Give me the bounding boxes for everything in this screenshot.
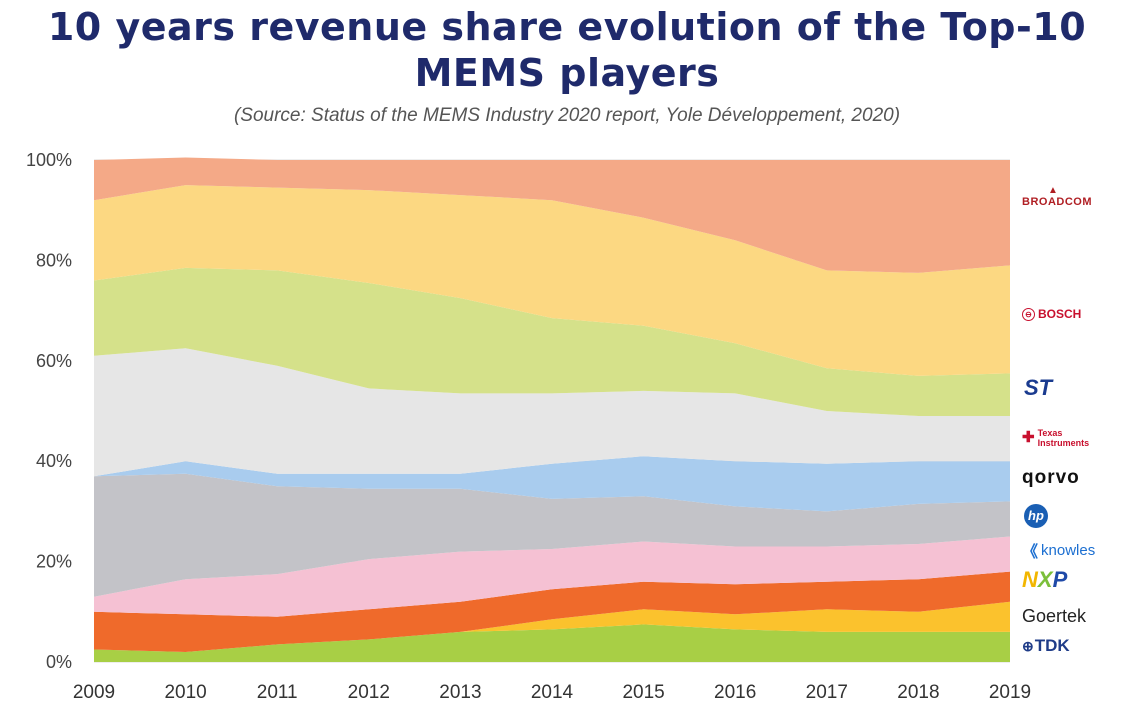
- area-texas-instruments: [94, 348, 1010, 477]
- legend-texas-instruments: ✚ Texas Instruments: [1022, 424, 1130, 452]
- x-tick-label: 2016: [714, 682, 756, 703]
- legend-bosch: ⊖ BOSCH: [1022, 300, 1130, 328]
- x-tick-label: 2018: [897, 682, 939, 703]
- legend-bosch-label: BOSCH: [1038, 307, 1082, 321]
- x-tick-label: 2019: [989, 682, 1031, 703]
- x-axis: 2009 2010 2011 2012 2013 2014 2015 2016 2017 2018…: [73, 682, 1031, 703]
- bosch-logo-icon: ⊖: [1022, 307, 1035, 321]
- area-qorvo: [94, 456, 1010, 512]
- legend-ti-label: Texas Instruments: [1037, 428, 1090, 448]
- area-knowles: [94, 536, 1010, 617]
- knowles-logo-icon: 《: [1022, 544, 1039, 561]
- legend-qorvo: qorvo: [1022, 464, 1130, 492]
- legend-knowles-label: knowles: [1041, 541, 1096, 559]
- area-broadcom: [94, 157, 1010, 273]
- nxp-logo-p: P: [1052, 567, 1068, 592]
- area-tdk: [94, 624, 1010, 662]
- legend-qorvo-label: qorvo: [1022, 467, 1080, 488]
- y-tick-label: 80%: [36, 250, 72, 270]
- y-tick-label: 20%: [36, 552, 72, 572]
- x-tick-label: 2013: [439, 682, 481, 703]
- legend-goertek-label: Goertek: [1022, 605, 1087, 626]
- x-tick-label: 2010: [164, 682, 206, 703]
- y-tick-label: 0%: [46, 652, 72, 672]
- x-tick-label: 2009: [73, 682, 115, 703]
- y-tick-label: 40%: [36, 451, 72, 471]
- area-series-group: [94, 157, 1010, 662]
- y-tick-label: 60%: [36, 351, 72, 371]
- chart-title-line-1: 10 years revenue share evolution of the …: [47, 5, 1087, 49]
- x-tick-label: 2015: [622, 682, 664, 703]
- x-tick-label: 2011: [257, 682, 298, 703]
- hp-logo-icon: hp: [1024, 504, 1048, 528]
- y-axis: 0% 20% 40% 60% 80% 100%: [26, 150, 72, 672]
- y-tick-label: 100%: [26, 150, 72, 170]
- x-tick-label: 2017: [806, 682, 848, 703]
- legend-tdk-label: TDK: [1034, 636, 1070, 655]
- legend-knowles: 《 knowles: [1022, 536, 1130, 564]
- legend-tdk: ⊕ TDK: [1022, 632, 1130, 660]
- area-nxp: [94, 571, 1010, 652]
- broadcom-logo-icon: ▲: [1048, 185, 1059, 196]
- area-goertek: [94, 601, 1010, 652]
- legend-hp: hp: [1022, 502, 1130, 530]
- area-bosch: [94, 185, 1010, 376]
- nxp-logo-x: X: [1037, 567, 1053, 592]
- area-hp: [94, 473, 1010, 597]
- nxp-logo-n: N: [1022, 567, 1038, 592]
- chart-subtitle: (Source: Status of the MEMS Industry 202…: [233, 105, 901, 126]
- chart-title-line-2: MEMS players: [414, 51, 720, 95]
- legend-st: ST: [1022, 375, 1130, 412]
- chart-title: 10 years revenue share evolution of the …: [0, 4, 1134, 96]
- legend-broadcom: ▲ BROADCOM: [1022, 186, 1130, 214]
- legend-goertek: Goertek: [1022, 602, 1130, 630]
- area-stmicroelectronics: [94, 267, 1010, 416]
- x-tick-label: 2014: [531, 682, 574, 703]
- st-logo-icon: ST: [1024, 375, 1053, 400]
- legend-broadcom-label: BROADCOM: [1022, 196, 1092, 208]
- tdk-logo-icon: ⊕: [1022, 637, 1034, 654]
- x-tick-label: 2012: [348, 682, 390, 703]
- texas-logo-icon: ✚: [1022, 429, 1035, 446]
